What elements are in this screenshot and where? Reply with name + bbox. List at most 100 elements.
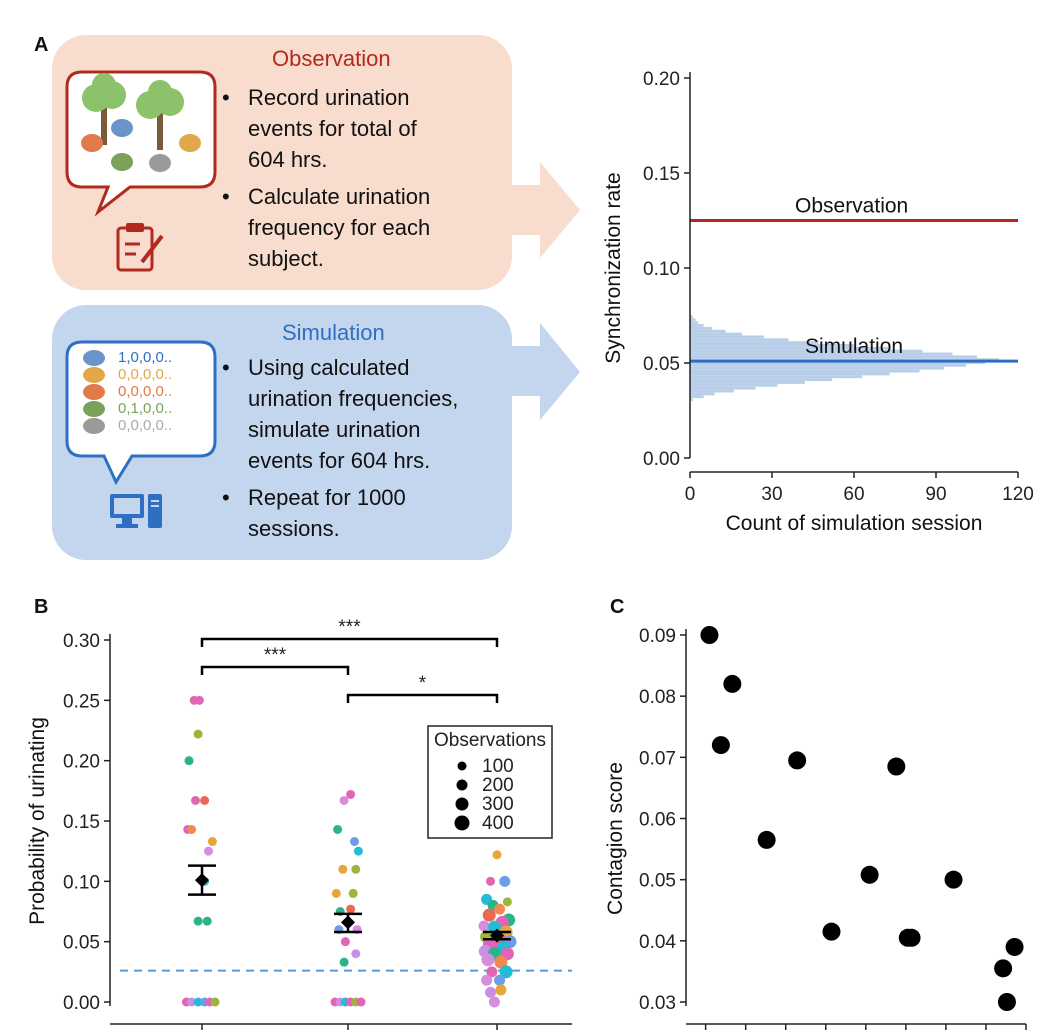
bullet-list-item: • Using calculated urination frequencies… [222, 355, 459, 473]
y-tick-label: 0.05 [63, 933, 100, 954]
data-point [351, 949, 361, 959]
data-point [492, 850, 502, 860]
y-tick-label: 0.10 [643, 259, 680, 280]
code-row: 0,0,0,0.. [118, 366, 173, 383]
histogram-bar [690, 341, 819, 344]
data-point [351, 864, 361, 874]
observation-bullets: • Record urination events for total of 6… [222, 82, 502, 274]
legend-marker [457, 761, 467, 771]
data-point [348, 888, 358, 898]
histogram-bar [690, 375, 863, 379]
y-tick-label: 0.06 [639, 810, 676, 831]
data-point [499, 875, 511, 887]
histogram-bar [690, 329, 726, 333]
tree-icon [82, 73, 126, 145]
data-point [184, 756, 194, 766]
y-tick-label: 0.20 [643, 69, 680, 90]
data-point [994, 959, 1013, 978]
panel-c-label: C [610, 596, 625, 618]
histogram-bar [690, 324, 704, 327]
data-point [711, 736, 730, 755]
data-point [346, 904, 356, 914]
data-point [757, 830, 776, 849]
data-point [502, 897, 512, 907]
histogram-bar [690, 363, 967, 367]
synchronization-histogram: Observation Simulation 0.00 0.05 0.10 0.15 0.2… [602, 69, 1034, 535]
significance-bracket [346, 693, 499, 703]
data-point [193, 729, 203, 739]
y-axis-title: Contagion score [604, 762, 627, 915]
histogram-bar [690, 321, 699, 325]
histogram-bar [690, 389, 734, 393]
data-point [494, 955, 508, 969]
data-point [194, 695, 204, 705]
data-point [200, 795, 210, 805]
data-point [887, 757, 906, 776]
data-point [481, 974, 493, 986]
data-point [902, 928, 921, 947]
y-tick-label: 0.20 [63, 752, 100, 773]
panel-a-label: A [34, 34, 49, 56]
legend-marker [456, 779, 468, 791]
y-tick-label: 0.05 [639, 871, 676, 892]
histogram-bar [690, 378, 833, 382]
histogram-bar [690, 355, 977, 359]
legend-marker [455, 797, 469, 811]
data-point [997, 993, 1016, 1011]
histogram-bar [690, 372, 890, 376]
simulation-bullets: • Using calculated urination frequencies… [222, 352, 507, 544]
significance-label: * [419, 673, 427, 694]
y-tick-label: 0.30 [63, 631, 100, 652]
x-tick-label: 0 [685, 484, 696, 505]
y-tick-label: 0.08 [639, 687, 676, 708]
legend-box [427, 725, 553, 839]
data-point [191, 795, 200, 805]
histogram-bar [690, 332, 742, 336]
data-point [482, 908, 496, 922]
simulation-codes: 1,0,0,0.. 0,0,0,0.. 0,0,0,0.. 0,1,0,0.. … [118, 349, 172, 434]
significance-bracket [200, 665, 350, 675]
bullet-list-item: • Repeat for 1000 sessions. [222, 485, 406, 541]
data-point [187, 824, 197, 834]
x-tick-label: 90 [925, 484, 946, 505]
observation-arrow [500, 162, 580, 258]
legend-label: 100 [482, 756, 514, 777]
x-axis-title: Count of simulation session [726, 512, 983, 535]
data-point [495, 984, 507, 996]
x-tick-label: 60 [843, 484, 864, 505]
data-point [944, 870, 963, 889]
y-tick-label: 0.09 [639, 626, 676, 647]
code-row: 0,0,0,0.. [118, 383, 173, 400]
y-tick-label: 0.15 [63, 812, 100, 833]
data-point [494, 903, 506, 915]
histogram-bar [690, 398, 693, 401]
histogram-bar [690, 349, 923, 353]
data-point [499, 965, 513, 979]
histogram-bar [690, 346, 890, 350]
mean-marker [341, 915, 355, 930]
y-tick-label: 0.10 [63, 872, 100, 893]
bear-icon [81, 119, 201, 172]
code-row: 0,1,0,0.. [118, 400, 173, 417]
data-point [1005, 937, 1024, 956]
bear-icon [83, 350, 105, 434]
panel-a-diagram [52, 35, 580, 560]
histogram-bar [690, 369, 920, 373]
y-tick-label: 0.05 [643, 354, 680, 375]
y-tick-label: 0.25 [63, 691, 100, 712]
histogram-bar [690, 395, 704, 399]
histogram-bar [690, 315, 693, 319]
data-point [339, 795, 349, 805]
data-point [486, 966, 498, 978]
data-point [193, 916, 203, 926]
data-point [788, 751, 807, 770]
data-point [331, 888, 341, 898]
data-point [723, 674, 742, 693]
histogram-bar [690, 344, 854, 347]
y-tick-label: 0.03 [639, 993, 676, 1014]
data-point [494, 974, 506, 986]
code-row: 0,0,0,0.. [118, 417, 173, 434]
significance-label: *** [338, 617, 361, 638]
x-tick-label: 30 [761, 484, 782, 505]
